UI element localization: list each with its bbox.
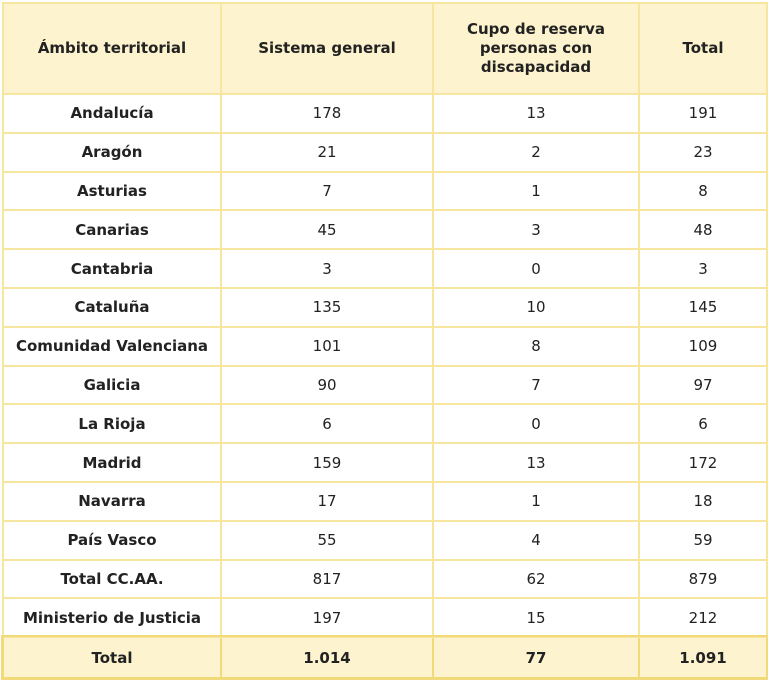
total-cupo-reserva: 77 <box>432 636 640 680</box>
sistema-general-cell: 101 <box>220 325 434 367</box>
ambito-cell: Ministerio de Justicia <box>2 597 222 639</box>
sistema-general-cell: 17 <box>220 480 434 522</box>
ambito-cell: Comunidad Valenciana <box>2 325 222 367</box>
table-row: Navarra 17 1 18 <box>2 480 768 522</box>
table-row: Total CC.AA. 817 62 879 <box>2 558 768 600</box>
sistema-general-cell: 197 <box>220 597 434 639</box>
table-row: Cataluña 135 10 145 <box>2 286 768 328</box>
total-cell: 145 <box>638 286 768 328</box>
sistema-general-cell: 21 <box>220 131 434 173</box>
table-row: Galicia 90 7 97 <box>2 364 768 406</box>
table-row: Asturias 7 1 8 <box>2 170 768 212</box>
sistema-general-cell: 178 <box>220 93 434 134</box>
cupo-reserva-cell: 62 <box>432 558 640 600</box>
cupo-reserva-cell: 3 <box>432 209 640 251</box>
total-cell: 109 <box>638 325 768 367</box>
total-cell: 23 <box>638 131 768 173</box>
cupo-reserva-cell: 0 <box>432 403 640 445</box>
table-footer: Total 1.014 77 1.091 <box>1 635 768 681</box>
total-total: 1.091 <box>638 636 768 680</box>
table-row: Canarias 45 3 48 <box>2 209 768 251</box>
total-cell: 97 <box>638 364 768 406</box>
ambito-cell: Asturias <box>2 170 222 212</box>
cupo-reserva-cell: 10 <box>432 286 640 328</box>
header-row: Ámbito territorial Sistema general Cupo … <box>2 2 768 95</box>
table-row: La Rioja 6 0 6 <box>2 403 768 445</box>
cupo-reserva-cell: 2 <box>432 131 640 173</box>
ambito-cell: Galicia <box>2 364 222 406</box>
cupo-reserva-cell: 13 <box>432 93 640 134</box>
ambito-cell: Cataluña <box>2 286 222 328</box>
table-row: Aragón 21 2 23 <box>2 131 768 173</box>
cupo-reserva-cell: 0 <box>432 248 640 289</box>
total-cell: 18 <box>638 480 768 522</box>
cupo-reserva-cell: 4 <box>432 519 640 561</box>
sistema-general-cell: 90 <box>220 364 434 406</box>
sistema-general-cell: 135 <box>220 286 434 328</box>
sistema-general-cell: 7 <box>220 170 434 212</box>
sistema-general-cell: 45 <box>220 209 434 251</box>
header-cupo-reserva: Cupo de reserva personas con discapacida… <box>432 2 640 95</box>
sistema-general-cell: 6 <box>220 403 434 445</box>
cupo-reserva-cell: 1 <box>432 170 640 212</box>
ambito-cell: Total CC.AA. <box>2 558 222 600</box>
total-cell: 191 <box>638 93 768 134</box>
ambito-cell: Canarias <box>2 209 222 251</box>
ambito-cell: La Rioja <box>2 403 222 445</box>
cupo-reserva-cell: 15 <box>432 597 640 639</box>
table-row: Cantabria 3 0 3 <box>2 248 768 289</box>
ambito-cell: Navarra <box>2 480 222 522</box>
sistema-general-cell: 3 <box>220 248 434 289</box>
total-cell: 3 <box>638 248 768 289</box>
total-cell: 48 <box>638 209 768 251</box>
header-sistema-general: Sistema general <box>220 2 434 95</box>
sistema-general-cell: 159 <box>220 442 434 483</box>
cupo-reserva-cell: 13 <box>432 442 640 483</box>
sistema-general-cell: 817 <box>220 558 434 600</box>
header-ambito-territorial: Ámbito territorial <box>2 2 222 95</box>
sistema-general-cell: 55 <box>220 519 434 561</box>
ambito-cell: Cantabria <box>2 248 222 289</box>
table-header: Ámbito territorial Sistema general Cupo … <box>2 2 768 95</box>
ambito-cell: País Vasco <box>2 519 222 561</box>
cupo-reserva-cell: 1 <box>432 480 640 522</box>
table-row: Ministerio de Justicia 197 15 212 <box>2 597 768 639</box>
ambito-cell: Aragón <box>2 131 222 173</box>
total-row: Total 1.014 77 1.091 <box>1 635 768 681</box>
cupo-reserva-cell: 8 <box>432 325 640 367</box>
total-cell: 879 <box>638 558 768 600</box>
ambito-cell: Madrid <box>2 442 222 483</box>
table-body: Andalucía 178 13 191 Aragón 21 2 23 Asturias 7 1 8 C… <box>2 93 768 639</box>
header-total: Total <box>638 2 768 95</box>
table-row: País Vasco 55 4 59 <box>2 519 768 561</box>
total-cell: 212 <box>638 597 768 639</box>
cupo-reserva-cell: 7 <box>432 364 640 406</box>
total-cell: 172 <box>638 442 768 483</box>
ambito-cell: Andalucía <box>2 93 222 134</box>
table-row: Andalucía 178 13 191 <box>2 93 768 134</box>
total-label: Total <box>2 636 222 680</box>
total-sistema-general: 1.014 <box>220 636 434 680</box>
total-cell: 8 <box>638 170 768 212</box>
total-cell: 59 <box>638 519 768 561</box>
total-cell: 6 <box>638 403 768 445</box>
table-row: Comunidad Valenciana 101 8 109 <box>2 325 768 367</box>
table-row: Madrid 159 13 172 <box>2 442 768 483</box>
